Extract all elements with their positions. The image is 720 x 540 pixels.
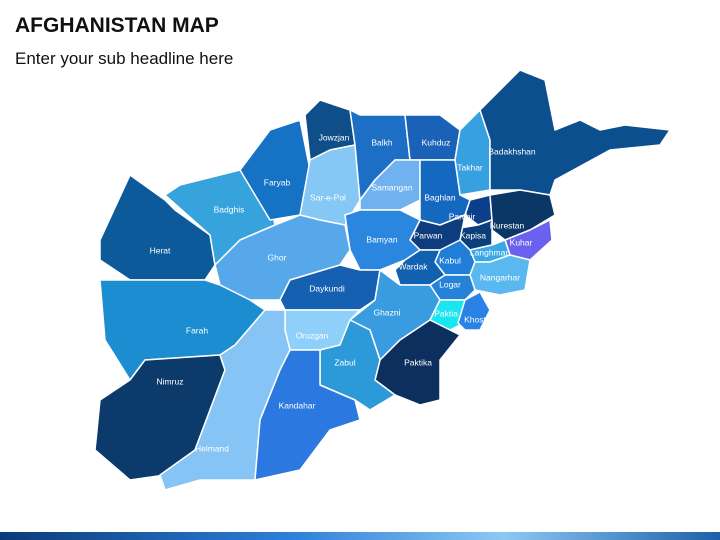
- province-label: Sar-e-Pol: [310, 192, 346, 202]
- province-label: Farah: [186, 325, 208, 335]
- province-label: Samangan: [371, 182, 412, 192]
- province-label: Ghor: [268, 252, 287, 262]
- province-label: Paktia: [434, 308, 458, 318]
- province: [254, 349, 361, 481]
- province: [359, 159, 421, 211]
- subtitle: Enter your sub headline here: [15, 49, 234, 68]
- province: [279, 264, 381, 311]
- province-label: Panjhir: [449, 211, 476, 221]
- province-label: Herat: [150, 245, 171, 255]
- province-label: Nangarhar: [480, 272, 520, 282]
- province-label: Wardak: [399, 261, 429, 271]
- province-label: Ghazni: [374, 307, 401, 317]
- province-label: Bamyan: [366, 234, 397, 244]
- province-label: Logar: [439, 279, 461, 289]
- province-label: Baghlan: [424, 192, 455, 202]
- province-label: Faryab: [264, 177, 291, 187]
- province-label: Khost: [464, 314, 486, 324]
- province-label: Kapisa: [460, 230, 486, 240]
- province-label: Nurestan: [490, 220, 525, 230]
- province-label: Langhman: [470, 247, 510, 257]
- title: AFGHANISTAN MAP: [15, 14, 219, 37]
- province-label: Kandahar: [279, 400, 316, 410]
- province-label: Balkh: [371, 137, 393, 147]
- province-label: Zabul: [334, 357, 355, 367]
- province-label: Takhar: [457, 162, 483, 172]
- province: [457, 291, 491, 331]
- province-label: Daykundi: [309, 283, 345, 293]
- province-label: Jowzjan: [319, 132, 350, 142]
- province-label: Parwan: [414, 230, 443, 240]
- province-label: Nimruz: [157, 376, 184, 386]
- province: [479, 69, 671, 196]
- province-label: Badakhshan: [488, 146, 536, 156]
- province-label: Helmand: [195, 443, 229, 453]
- province-label: Kuhduz: [422, 137, 451, 147]
- province-label: Oruzgan: [296, 330, 329, 340]
- province-label: Kuhar: [510, 237, 533, 247]
- footer-bar: [0, 532, 720, 540]
- province-label: Paktika: [404, 357, 432, 367]
- province-label: Badghis: [214, 204, 245, 214]
- province-label: Kabul: [439, 255, 461, 265]
